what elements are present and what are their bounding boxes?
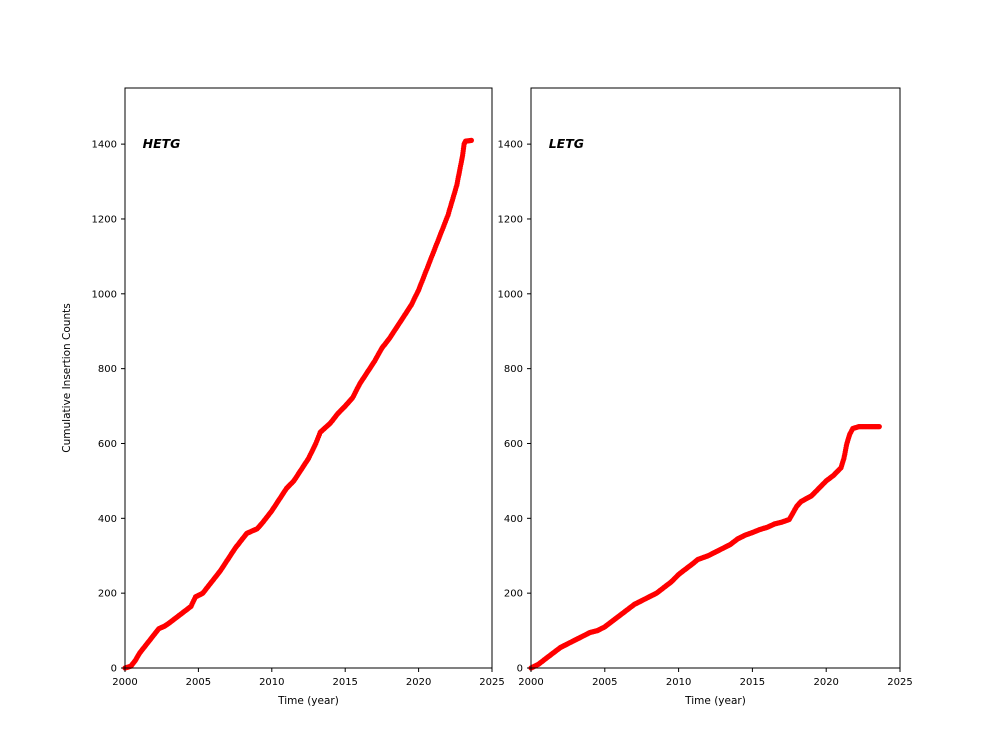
x-tick-label: 2015 — [332, 677, 357, 688]
x-tick-label: 2000 — [518, 677, 543, 688]
axes-frame-letg — [530, 87, 901, 669]
x-tick-label: 2000 — [112, 677, 137, 688]
y-tick-label: 800 — [504, 364, 523, 375]
y-tick-label: 0 — [517, 664, 523, 675]
y-tick-label: 800 — [98, 364, 117, 375]
y-tick-label: 1200 — [498, 214, 523, 225]
x-tick-label: 2025 — [887, 677, 912, 688]
y-axis-label: Cumulative Insertion Counts — [61, 303, 73, 452]
y-tick-label: 200 — [98, 589, 117, 600]
x-tick-label: 2005 — [186, 677, 211, 688]
x-tick-label: 2005 — [592, 677, 617, 688]
series-letg — [528, 424, 882, 671]
y-tick-label: 200 — [504, 589, 523, 600]
series-hetg — [122, 137, 474, 671]
y-tick-label: 1000 — [92, 289, 117, 300]
x-tick-label: 2020 — [813, 677, 838, 688]
x-tick-label: 2020 — [406, 677, 431, 688]
y-tick-label: 600 — [504, 439, 523, 450]
x-axis-label: Time (year) — [277, 695, 339, 707]
panel-annotation-letg: LETG — [549, 136, 584, 151]
x-axis-label: Time (year) — [684, 695, 746, 707]
axes-frame-hetg — [124, 87, 493, 669]
x-tick-label: 2010 — [666, 677, 691, 688]
y-tick-label: 1200 — [92, 214, 117, 225]
y-tick-label: 600 — [98, 439, 117, 450]
y-tick-label: 1400 — [92, 140, 117, 151]
x-tick-label: 2015 — [740, 677, 765, 688]
y-tick-label: 1000 — [498, 289, 523, 300]
y-tick-label: 1400 — [498, 140, 523, 151]
x-tick-label: 2025 — [479, 677, 504, 688]
panel-annotation-hetg: HETG — [143, 136, 181, 151]
y-tick-label: 400 — [98, 514, 117, 525]
y-tick-label: 400 — [504, 514, 523, 525]
y-tick-label: 0 — [111, 664, 117, 675]
x-tick-label: 2010 — [259, 677, 284, 688]
